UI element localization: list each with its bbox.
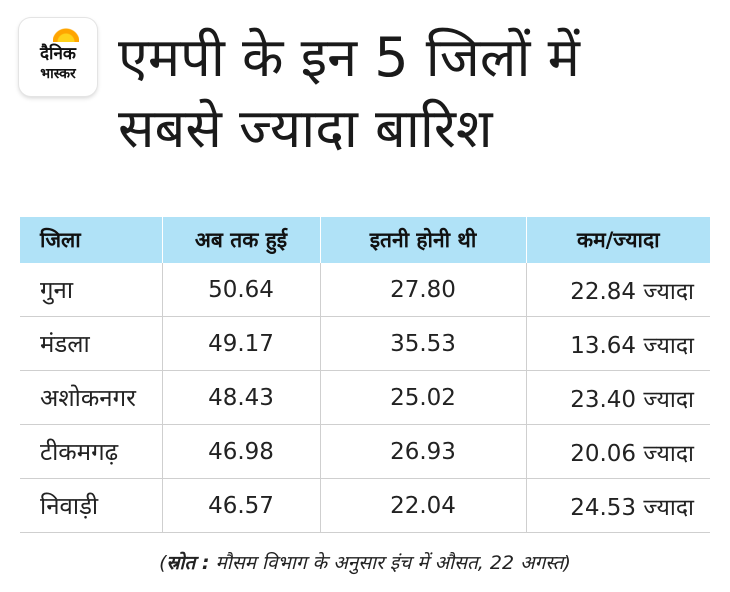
district-cell: टीकमगढ़ (20, 424, 163, 479)
expected-cell: 25.02 (320, 370, 527, 425)
expected-cell: 26.93 (320, 424, 527, 479)
district-cell: मंडला (20, 316, 163, 371)
header-received: अब तक हुई (162, 217, 321, 263)
table-row: अशोकनगर 48.43 25.02 23.40 ज्यादा (20, 370, 710, 425)
difference-cell: 24.53 ज्यादा (526, 478, 710, 533)
table-row: मंडला 49.17 35.53 13.64 ज्यादा (20, 316, 710, 371)
header-difference: कम/ज्यादा (526, 217, 710, 263)
difference-cell: 23.40 ज्यादा (526, 370, 710, 425)
district-cell: अशोकनगर (20, 370, 163, 425)
difference-cell: 13.64 ज्यादा (526, 316, 710, 371)
header-row: जिला अब तक हुई इतनी होनी थी कम/ज्यादा (20, 217, 710, 263)
expected-cell: 22.04 (320, 478, 527, 533)
received-cell: 46.98 (162, 424, 321, 479)
expected-cell: 27.80 (320, 263, 527, 317)
received-cell: 46.57 (162, 478, 321, 533)
difference-cell: 22.84 ज्यादा (526, 263, 710, 317)
title-line-1: एमपी के इन 5 जिलों में (118, 26, 580, 89)
table-header: जिला अब तक हुई इतनी होनी थी कम/ज्यादा (20, 217, 710, 263)
received-cell: 48.43 (162, 370, 321, 425)
difference-cell: 20.06 ज्यादा (526, 424, 710, 479)
header-district: जिला (20, 217, 163, 263)
source-note: (स्रोत : मौसम विभाग के अनुसार इंच में औस… (159, 552, 571, 574)
logo-text-line1: दैनिक (40, 44, 76, 64)
rainfall-table: जिला अब तक हुई इतनी होनी थी कम/ज्यादा गु… (20, 217, 710, 533)
sun-icon (53, 22, 79, 42)
header-expected: इतनी होनी थी (320, 217, 527, 263)
table-row: निवाड़ी 46.57 22.04 24.53 ज्यादा (20, 478, 710, 533)
title-line-2: सबसे ज्यादा बारिश (118, 97, 493, 160)
expected-cell: 35.53 (320, 316, 527, 371)
table-row: टीकमगढ़ 46.98 26.93 20.06 ज्यादा (20, 424, 710, 479)
dainik-bhaskar-logo: दैनिक भास्कर (19, 18, 97, 96)
district-cell: निवाड़ी (20, 478, 163, 533)
source-text: मौसम विभाग के अनुसार इंच में औसत, 22 अगस… (215, 552, 564, 574)
received-cell: 50.64 (162, 263, 321, 317)
table-row: गुना 50.64 27.80 22.84 ज्यादा (20, 263, 710, 317)
received-cell: 49.17 (162, 316, 321, 371)
source-label: स्रोत : (166, 552, 210, 574)
logo-text-line2: भास्कर (40, 66, 76, 82)
page-title: एमपी के इन 5 जिलों में सबसे ज्यादा बारिश (118, 22, 718, 164)
district-cell: गुना (20, 263, 163, 317)
